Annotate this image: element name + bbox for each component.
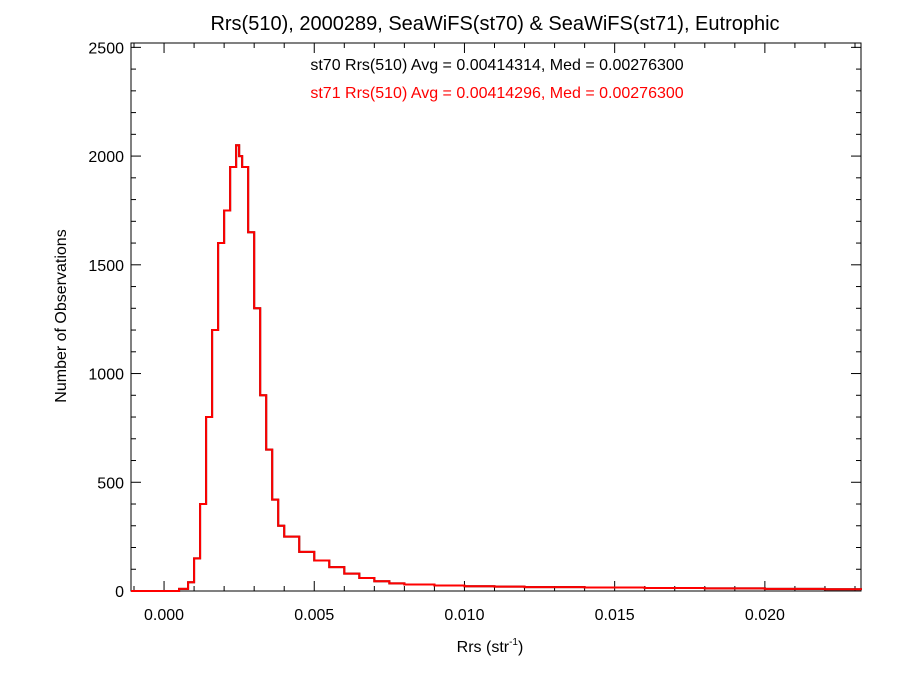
x-tick-label: 0.000 bbox=[144, 607, 184, 624]
annotation-st70: st70 Rrs(510) Avg = 0.00414314, Med = 0.… bbox=[310, 57, 683, 74]
y-tick-label: 1500 bbox=[88, 258, 124, 275]
plot-frame bbox=[130, 42, 862, 592]
x-axis-label: Rrs (str-1) bbox=[457, 637, 524, 656]
y-tick-label: 1000 bbox=[88, 367, 124, 384]
y-tick-label: 500 bbox=[97, 475, 124, 492]
chart-title: Rrs(510), 2000289, SeaWiFS(st70) & SeaWi… bbox=[210, 13, 779, 35]
y-tick-label: 2500 bbox=[88, 40, 124, 57]
x-axis: 0.000 0.005 0.010 0.015 0.020 bbox=[133, 43, 856, 624]
y-axis-label: Number of Observations bbox=[53, 229, 70, 402]
x-tick-label: 0.015 bbox=[595, 607, 635, 624]
x-tick-label: 0.005 bbox=[294, 607, 334, 624]
annotation-st71: st71 Rrs(510) Avg = 0.00414296, Med = 0.… bbox=[310, 85, 683, 102]
y-tick-label: 2000 bbox=[88, 149, 124, 166]
series-st70-line bbox=[131, 144, 862, 592]
x-tick-label: 0.010 bbox=[444, 607, 484, 624]
series-layer bbox=[131, 144, 862, 592]
series-st71-line bbox=[131, 144, 862, 592]
y-axis: 0 500 1000 1500 2000 2500 bbox=[88, 40, 861, 601]
y-tick-label: 0 bbox=[115, 584, 124, 601]
x-tick-label: 0.020 bbox=[745, 607, 785, 624]
